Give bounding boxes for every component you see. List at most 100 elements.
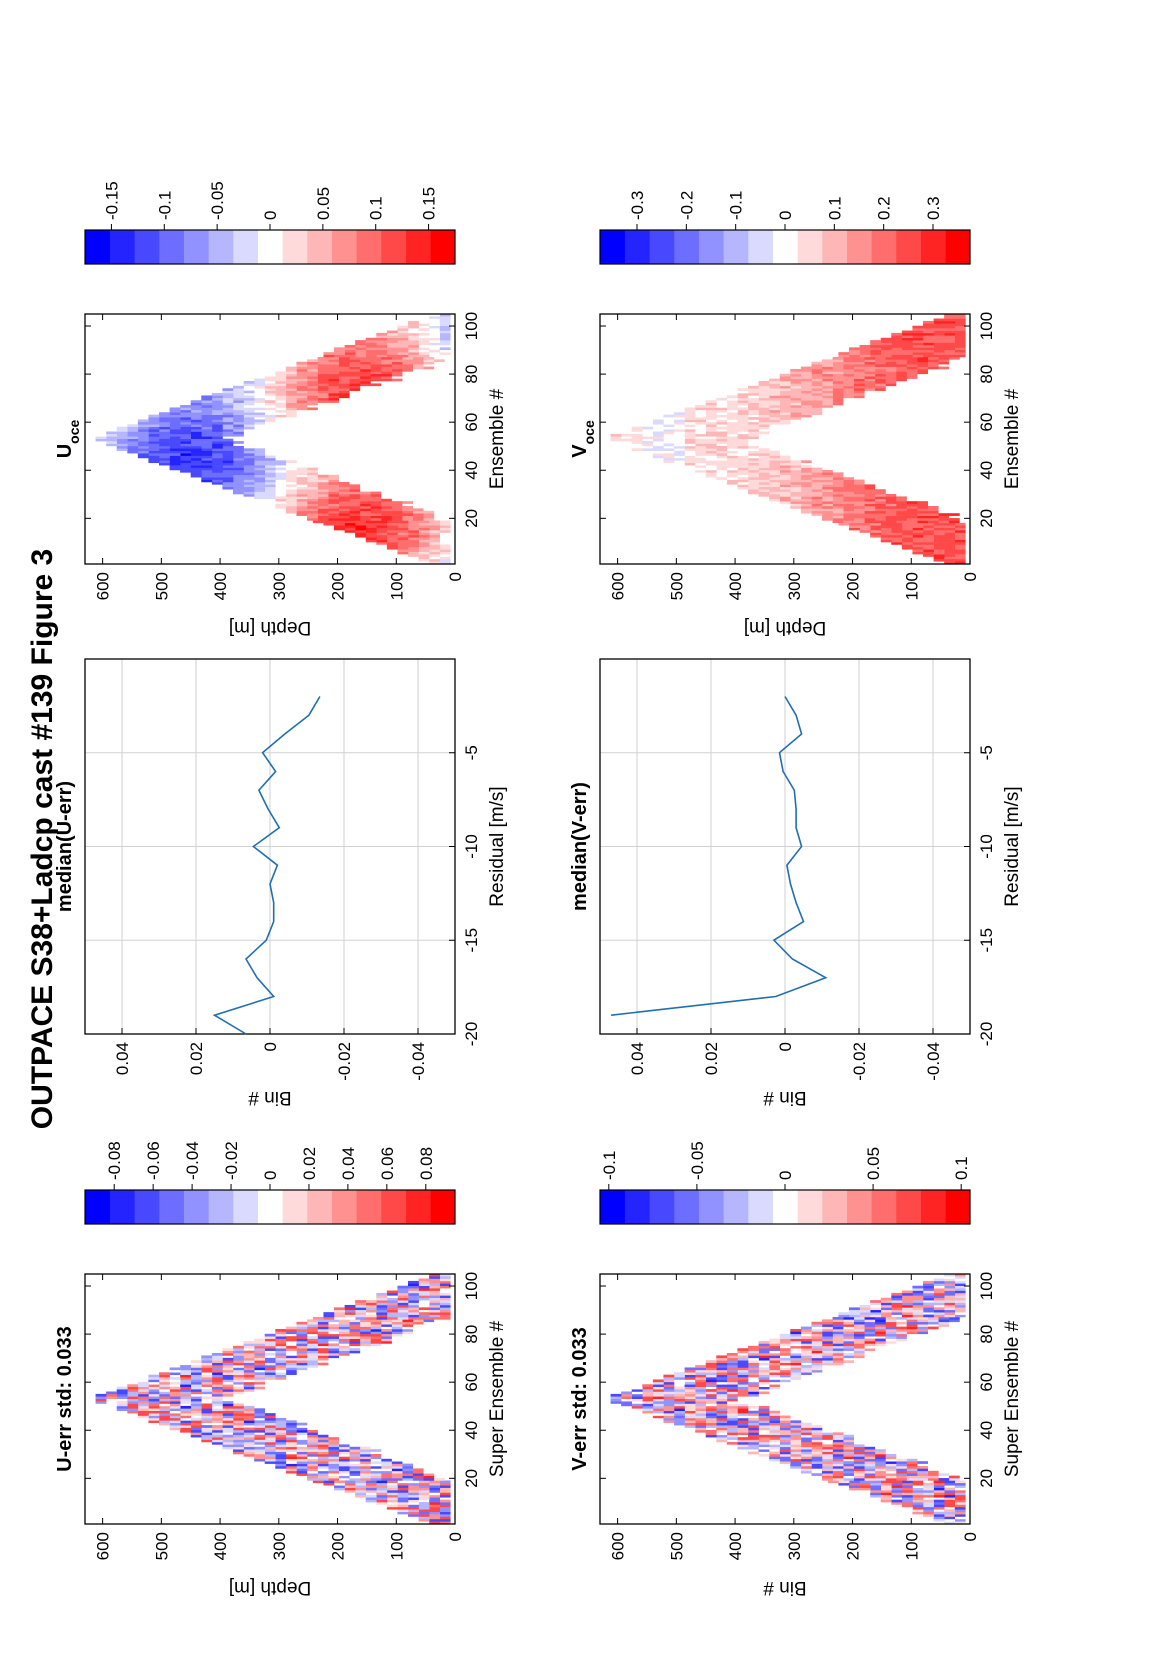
heatmap-cell [285, 465, 297, 468]
heatmap-cell [418, 534, 430, 538]
heatmap-cell [705, 1379, 717, 1383]
heatmap-cell [254, 465, 266, 468]
y-tick-label: 0 [446, 1532, 465, 1541]
heatmap-cell [402, 1319, 414, 1323]
heatmap-cell [927, 366, 939, 370]
heatmap-cell [365, 522, 377, 526]
heatmap-cell [381, 506, 392, 509]
heatmap-cell [296, 510, 308, 514]
heatmap-cell [944, 337, 956, 341]
heatmap-cell [923, 539, 934, 543]
heatmap-cell [190, 1396, 202, 1399]
heatmap-cell [901, 1492, 913, 1496]
heatmap-cell [159, 443, 170, 447]
heatmap-cell [243, 448, 255, 452]
heatmap-cell [954, 1487, 966, 1491]
heatmap-cell [790, 1427, 802, 1431]
heatmap-cell [386, 352, 398, 355]
heatmap-cell [684, 467, 696, 471]
heatmap-cell [779, 481, 791, 485]
heatmap-cell [137, 1398, 149, 1402]
heatmap-cell [211, 436, 223, 439]
heatmap-cell [800, 508, 812, 512]
heatmap-cell [222, 1439, 234, 1443]
heatmap-cell [376, 347, 388, 351]
heatmap-cell [832, 1321, 844, 1325]
x-tick-label: 100 [977, 1272, 996, 1300]
heatmap-cell [408, 546, 419, 550]
heatmap-cell [275, 1365, 287, 1368]
colorbar-tick-label: 0.05 [864, 1147, 883, 1180]
heatmap-cell [243, 457, 255, 461]
heatmap-cell [359, 359, 371, 363]
heatmap-cell [769, 419, 781, 423]
panel-title-subscript: oce [66, 419, 82, 443]
heatmap-cell [190, 426, 202, 430]
heatmap-cell [853, 1355, 865, 1359]
heatmap-cell [201, 1396, 213, 1399]
heatmap-cell [370, 491, 382, 495]
heatmap-cell [800, 1451, 812, 1455]
heatmap-cell [737, 1384, 749, 1387]
heatmap-cell [317, 356, 329, 360]
heatmap-cell [317, 1319, 329, 1323]
heatmap-cell [169, 419, 181, 423]
heatmap-cell [901, 1300, 913, 1303]
x-axis-label: Residual [m/s] [1002, 786, 1023, 906]
heatmap-cell [737, 1348, 749, 1351]
heatmap-cell [843, 371, 855, 375]
heatmap-cell [880, 1482, 892, 1486]
heatmap-cell [190, 1381, 202, 1385]
heatmap-cell [748, 426, 759, 430]
y-tick-label: 400 [211, 572, 230, 600]
heatmap-cell [705, 419, 717, 423]
heatmap-cell [843, 1478, 855, 1481]
heatmap-cell [391, 1331, 403, 1335]
heatmap-cell [642, 1386, 654, 1390]
heatmap-cell [222, 445, 234, 449]
heatmap-cell [885, 1468, 897, 1472]
heatmap-cell [264, 1453, 276, 1457]
heatmap-cell [912, 340, 924, 343]
heatmap-cell [695, 450, 707, 454]
heatmap-cell [800, 491, 812, 495]
heatmap-cell [832, 388, 844, 391]
heatmap-cell [864, 1468, 876, 1472]
heatmap-cell [408, 344, 419, 348]
heatmap-cell [285, 400, 297, 403]
heatmap-cell [843, 1466, 855, 1469]
heatmap-cell [381, 371, 392, 375]
heatmap-cell [180, 1422, 192, 1426]
heatmap-cell [954, 558, 966, 562]
heatmap-cell [843, 366, 855, 370]
heatmap-cell [275, 472, 287, 476]
heatmap-cell [896, 1466, 907, 1469]
heatmap-cell [376, 1304, 388, 1308]
heatmap-cell [695, 1410, 707, 1414]
heatmap-cell [726, 477, 738, 480]
x-tick-label: 100 [462, 1272, 481, 1300]
heatmap-cell [684, 457, 696, 461]
heatmap-cell [758, 493, 770, 497]
heatmap-cell [917, 515, 929, 519]
heatmap-cell [927, 1326, 939, 1330]
heatmap-cell [933, 332, 945, 336]
heatmap-cell [779, 390, 791, 394]
heatmap-cell [864, 1461, 876, 1464]
heatmap-cell [264, 486, 276, 490]
heatmap-cell [429, 520, 441, 524]
panel-title-subscript: oce [581, 420, 597, 444]
heatmap-cell [737, 390, 749, 394]
heatmap-cell [211, 433, 223, 437]
heatmap-cell [359, 1338, 371, 1342]
heatmap-cell [901, 534, 913, 538]
heatmap-cell [859, 1307, 871, 1311]
heatmap-cell [933, 1285, 945, 1289]
heatmap-cell [726, 1437, 738, 1440]
heatmap-cell [439, 1504, 451, 1508]
heatmap-cell [684, 1393, 696, 1397]
heatmap-cell [758, 1405, 770, 1409]
heatmap-cell [800, 479, 812, 483]
heatmap-cell [370, 493, 382, 497]
heatmap-cell [328, 1353, 340, 1356]
